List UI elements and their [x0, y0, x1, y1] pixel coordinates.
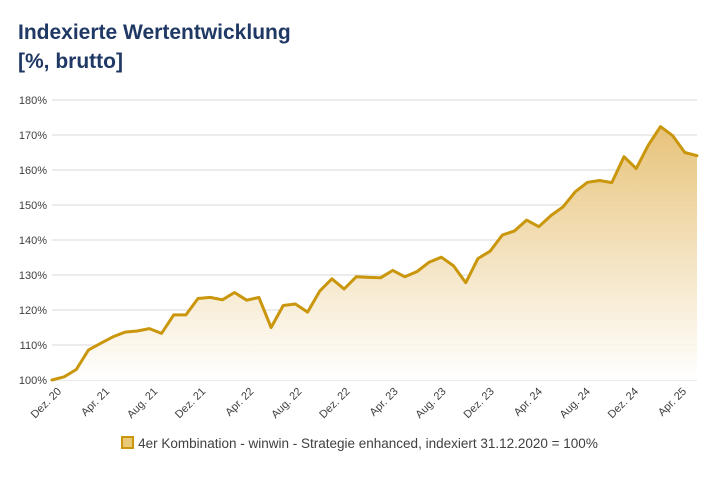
data-point — [611, 181, 613, 184]
data-point — [209, 296, 212, 299]
x-tick-label: Dez. 21 — [173, 386, 208, 421]
legend: 4er Kombination - winwin - Strategie enh… — [0, 436, 719, 451]
x-tick-label: Apr. 23 — [368, 386, 401, 419]
data-point — [331, 278, 333, 280]
data-point — [160, 332, 163, 335]
data-point — [598, 179, 601, 182]
y-tick-label: 170% — [19, 130, 47, 142]
x-tick-label: Dez. 24 — [606, 386, 641, 421]
data-point — [136, 330, 138, 332]
chart-title-line-1: Indexierte Wertentwicklung — [18, 21, 291, 44]
data-point — [112, 336, 114, 338]
x-tick-label: Apr. 22 — [223, 386, 256, 419]
data-point — [355, 275, 358, 278]
data-point — [270, 326, 272, 329]
data-point — [586, 181, 589, 184]
data-point — [148, 327, 151, 330]
data-point — [525, 219, 528, 221]
data-point — [635, 167, 637, 170]
data-point — [671, 134, 674, 137]
data-point — [477, 257, 479, 260]
data-point — [172, 314, 175, 316]
data-point — [367, 276, 370, 279]
data-point — [197, 297, 199, 300]
data-point — [428, 261, 431, 263]
data-point — [306, 311, 309, 313]
data-point — [574, 190, 577, 193]
data-point — [63, 376, 65, 378]
y-tick-label: 140% — [19, 235, 47, 247]
chart-title-line-2: [%, brutto] — [18, 50, 123, 73]
x-tick-label: Dez. 20 — [29, 386, 64, 421]
x-tick-label: Dez. 23 — [462, 386, 497, 421]
data-point — [501, 234, 504, 236]
data-point — [513, 230, 516, 232]
data-point — [416, 270, 418, 273]
x-tick-label: Apr. 24 — [512, 386, 545, 419]
data-point — [221, 299, 224, 301]
x-tick-label: Aug. 23 — [413, 386, 448, 421]
legend-swatch-icon — [121, 436, 135, 449]
data-point — [379, 277, 382, 279]
data-point — [343, 288, 345, 290]
chart-title: Indexierte Wertentwicklung [%, brutto] — [18, 18, 291, 76]
y-tick-label: 130% — [19, 270, 47, 282]
data-point — [562, 205, 564, 208]
x-tick-label: Aug. 22 — [269, 386, 304, 421]
data-point — [489, 250, 491, 252]
x-tick-label: Aug. 24 — [558, 386, 593, 421]
data-point — [464, 281, 467, 284]
data-point — [696, 154, 698, 157]
series-area-fill — [52, 126, 697, 380]
data-point — [185, 314, 187, 316]
data-point — [75, 368, 78, 371]
data-point — [245, 299, 248, 302]
data-point — [647, 144, 650, 146]
y-tick-label: 100% — [19, 375, 47, 387]
data-point — [537, 225, 540, 228]
data-point — [659, 125, 662, 128]
y-axis: 100% 110% 120% 130% 140% 150% 160% 170% 180% — [19, 95, 47, 387]
data-point — [233, 291, 236, 294]
data-point — [452, 265, 455, 267]
x-tick-label: Apr. 21 — [79, 386, 112, 419]
y-tick-label: 180% — [19, 95, 47, 107]
data-point — [124, 331, 126, 333]
data-point — [404, 275, 406, 278]
x-tick-label: Dez. 22 — [317, 386, 352, 421]
x-tick-label: Apr. 25 — [656, 386, 689, 419]
y-tick-label: 160% — [19, 165, 47, 177]
legend-label: 4er Kombination - winwin - Strategie enh… — [138, 436, 598, 451]
x-axis: Dez. 20 Apr. 21 Aug. 21 Dez. 21 Apr. 22 Aug. … — [29, 386, 689, 421]
data-point — [318, 290, 321, 292]
y-tick-label: 110% — [20, 340, 48, 352]
data-point — [550, 214, 552, 217]
data-point — [294, 303, 297, 305]
data-point — [623, 155, 625, 158]
data-point — [51, 379, 53, 381]
y-tick-label: 120% — [19, 305, 47, 317]
data-point — [684, 151, 686, 154]
series-line — [50, 125, 699, 382]
data-point — [440, 256, 443, 258]
x-tick-label: Aug. 21 — [125, 386, 160, 421]
data-point — [99, 342, 102, 345]
data-point — [391, 269, 394, 272]
y-tick-label: 150% — [19, 200, 47, 212]
series-points — [51, 125, 698, 381]
data-point — [282, 304, 285, 307]
data-point — [258, 296, 260, 299]
data-point — [87, 349, 90, 351]
